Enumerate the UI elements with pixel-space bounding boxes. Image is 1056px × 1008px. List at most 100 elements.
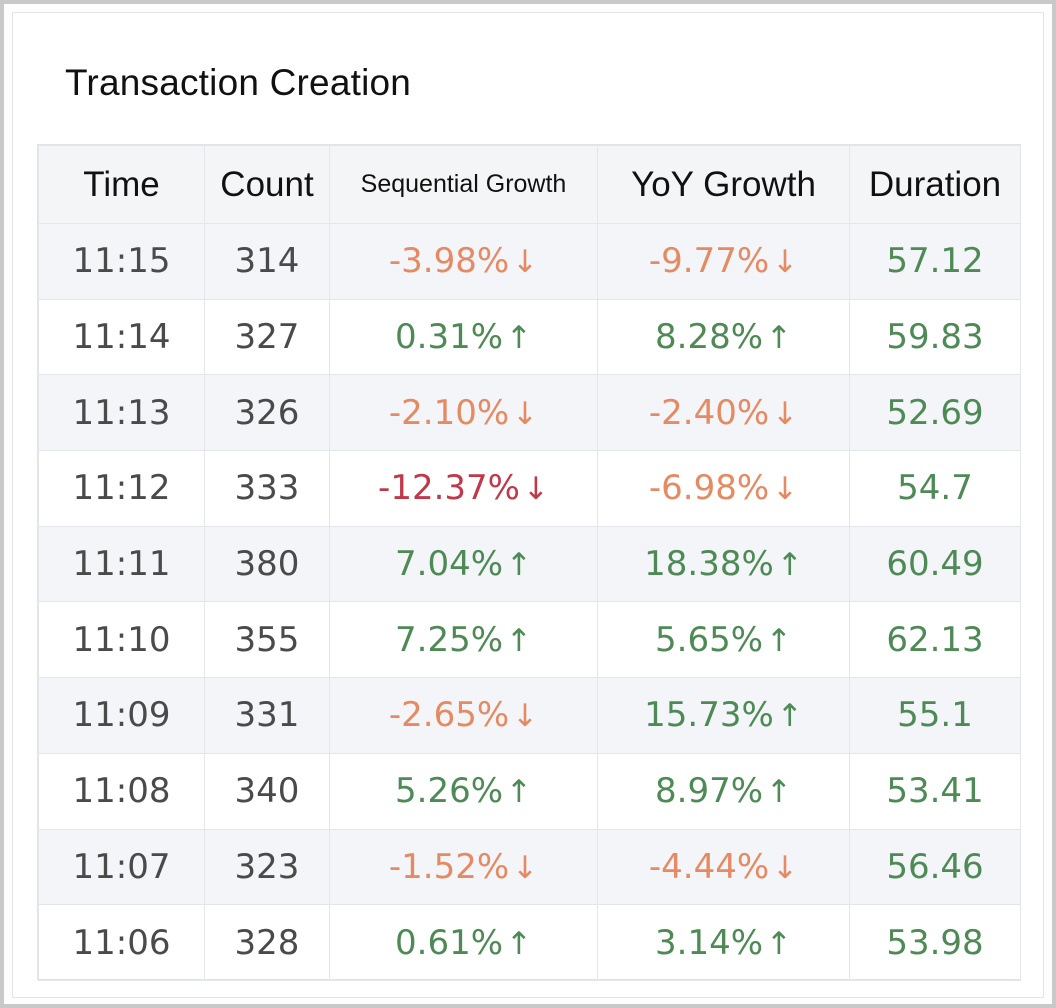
yoy-growth-cell: 8.97%↑ bbox=[597, 752, 850, 830]
duration-cell: 55.1 bbox=[849, 677, 1021, 754]
sequential-growth-cell: 7.04%↑ bbox=[329, 525, 598, 603]
arrow-up-icon: ↑ bbox=[506, 774, 532, 811]
count-cell: 331 bbox=[204, 677, 330, 754]
sequential-growth-cell: -3.98%↓ bbox=[329, 223, 598, 300]
arrow-down-icon: ↓ bbox=[512, 244, 539, 281]
arrow-down-icon: ↓ bbox=[512, 698, 539, 735]
sequential-growth-cell: -1.52%↓ bbox=[329, 828, 598, 906]
duration-cell: 62.13 bbox=[849, 601, 1021, 679]
transactions-table: Time Count Sequential Growth YoY Growth … bbox=[37, 144, 1021, 981]
arrow-up-icon: ↑ bbox=[776, 547, 803, 584]
yoy-growth-cell: 8.28%↑ bbox=[597, 298, 850, 376]
table-row[interactable]: 11:13 326 -2.10%↓ -2.40%↓ 52.69 bbox=[38, 374, 1021, 452]
table-row[interactable]: 11:15 314 -3.98%↓ -9.77%↓ 57.12 bbox=[38, 223, 1021, 300]
arrow-up-icon: ↑ bbox=[766, 320, 792, 357]
arrow-down-icon: ↓ bbox=[512, 849, 539, 886]
yoy-growth-cell: 3.14%↑ bbox=[597, 904, 850, 981]
yoy-growth-cell: -6.98%↓ bbox=[597, 450, 850, 527]
yoy-growth-cell-value: -2.40% bbox=[648, 392, 770, 433]
duration-cell: 60.49 bbox=[849, 525, 1021, 603]
column-header-yoy-growth[interactable]: YoY Growth bbox=[597, 145, 850, 224]
table-row[interactable]: 11:12 333 -12.37%↓ -6.98%↓ 54.7 bbox=[38, 450, 1021, 527]
table-header-row: Time Count Sequential Growth YoY Growth … bbox=[38, 145, 1021, 224]
sequential-growth-cell: -2.65%↓ bbox=[329, 677, 598, 754]
sequential-growth-cell-value: -2.10% bbox=[388, 392, 510, 433]
arrow-up-icon: ↑ bbox=[776, 698, 803, 735]
time-cell: 11:06 bbox=[38, 904, 205, 981]
sequential-growth-cell-value: -1.52% bbox=[388, 846, 510, 887]
yoy-growth-cell-value: 8.97% bbox=[655, 771, 764, 812]
arrow-down-icon: ↓ bbox=[772, 849, 799, 886]
yoy-growth-cell-value: 5.65% bbox=[655, 619, 764, 660]
sequential-growth-cell-value: -2.65% bbox=[388, 695, 510, 736]
time-cell: 11:07 bbox=[38, 828, 205, 906]
time-cell: 11:11 bbox=[38, 525, 205, 603]
yoy-growth-cell: -4.44%↓ bbox=[597, 828, 850, 906]
count-cell: 323 bbox=[204, 828, 330, 906]
time-cell: 11:10 bbox=[38, 601, 205, 679]
yoy-growth-cell: 15.73%↑ bbox=[597, 677, 850, 754]
column-header-sequential-growth[interactable]: Sequential Growth bbox=[329, 145, 598, 224]
duration-cell: 53.41 bbox=[849, 752, 1021, 830]
arrow-down-icon: ↓ bbox=[772, 244, 799, 281]
arrow-down-icon: ↓ bbox=[772, 395, 799, 432]
sequential-growth-cell: -12.37%↓ bbox=[329, 450, 598, 527]
arrow-up-icon: ↑ bbox=[506, 320, 532, 357]
count-cell: 355 bbox=[204, 601, 330, 679]
duration-cell: 53.98 bbox=[849, 904, 1021, 981]
yoy-growth-cell-value: 8.28% bbox=[655, 317, 764, 358]
table-row[interactable]: 11:10 355 7.25%↑ 5.65%↑ 62.13 bbox=[38, 601, 1021, 679]
sequential-growth-cell-value: 5.26% bbox=[395, 771, 504, 812]
duration-cell: 54.7 bbox=[849, 450, 1021, 527]
time-cell: 11:08 bbox=[38, 752, 205, 830]
table-row[interactable]: 11:06 328 0.61%↑ 3.14%↑ 53.98 bbox=[38, 904, 1021, 981]
count-cell: 340 bbox=[204, 752, 330, 830]
arrow-up-icon: ↑ bbox=[766, 925, 792, 962]
page-title: Transaction Creation bbox=[65, 62, 412, 103]
yoy-growth-cell-value: -6.98% bbox=[648, 468, 770, 509]
sequential-growth-cell-value: -3.98% bbox=[388, 241, 510, 282]
arrow-up-icon: ↑ bbox=[766, 622, 792, 659]
time-cell: 11:12 bbox=[38, 450, 205, 527]
yoy-growth-cell: -9.77%↓ bbox=[597, 223, 850, 300]
table-row[interactable]: 11:09 331 -2.65%↓ 15.73%↑ 55.1 bbox=[38, 677, 1021, 754]
sequential-growth-cell: -2.10%↓ bbox=[329, 374, 598, 452]
arrow-down-icon: ↓ bbox=[772, 471, 799, 508]
sequential-growth-cell-value: 0.31% bbox=[395, 317, 504, 358]
table-row[interactable]: 11:11 380 7.04%↑ 18.38%↑ 60.49 bbox=[38, 525, 1021, 603]
time-cell: 11:15 bbox=[38, 223, 205, 300]
count-cell: 314 bbox=[204, 223, 330, 300]
arrow-down-icon: ↓ bbox=[512, 395, 539, 432]
yoy-growth-cell: -2.40%↓ bbox=[597, 374, 850, 452]
time-cell: 11:09 bbox=[38, 677, 205, 754]
count-cell: 326 bbox=[204, 374, 330, 452]
arrow-up-icon: ↑ bbox=[506, 622, 532, 659]
table-row[interactable]: 11:08 340 5.26%↑ 8.97%↑ 53.41 bbox=[38, 752, 1021, 830]
arrow-up-icon: ↑ bbox=[506, 547, 532, 584]
column-header-duration[interactable]: Duration bbox=[849, 145, 1021, 224]
yoy-growth-cell-value: -9.77% bbox=[648, 241, 770, 282]
count-cell: 327 bbox=[204, 298, 330, 376]
arrow-up-icon: ↑ bbox=[766, 774, 792, 811]
yoy-growth-cell: 18.38%↑ bbox=[597, 525, 850, 603]
sequential-growth-cell: 0.31%↑ bbox=[329, 298, 598, 376]
yoy-growth-cell-value: 18.38% bbox=[644, 544, 774, 585]
column-header-count[interactable]: Count bbox=[204, 145, 330, 224]
count-cell: 333 bbox=[204, 450, 330, 527]
yoy-growth-cell-value: 3.14% bbox=[655, 922, 764, 963]
sequential-growth-cell-value: 0.61% bbox=[395, 922, 504, 963]
count-cell: 380 bbox=[204, 525, 330, 603]
table-row[interactable]: 11:14 327 0.31%↑ 8.28%↑ 59.83 bbox=[38, 298, 1021, 376]
sequential-growth-cell: 5.26%↑ bbox=[329, 752, 598, 830]
yoy-growth-cell-value: -4.44% bbox=[648, 846, 770, 887]
sequential-growth-cell-value: 7.25% bbox=[395, 619, 504, 660]
time-cell: 11:14 bbox=[38, 298, 205, 376]
column-header-time[interactable]: Time bbox=[38, 145, 205, 224]
arrow-up-icon: ↑ bbox=[506, 925, 532, 962]
sequential-growth-cell: 7.25%↑ bbox=[329, 601, 598, 679]
table-row[interactable]: 11:07 323 -1.52%↓ -4.44%↓ 56.46 bbox=[38, 828, 1021, 906]
arrow-down-icon: ↓ bbox=[522, 471, 549, 508]
count-cell: 328 bbox=[204, 904, 330, 981]
sequential-growth-cell: 0.61%↑ bbox=[329, 904, 598, 981]
